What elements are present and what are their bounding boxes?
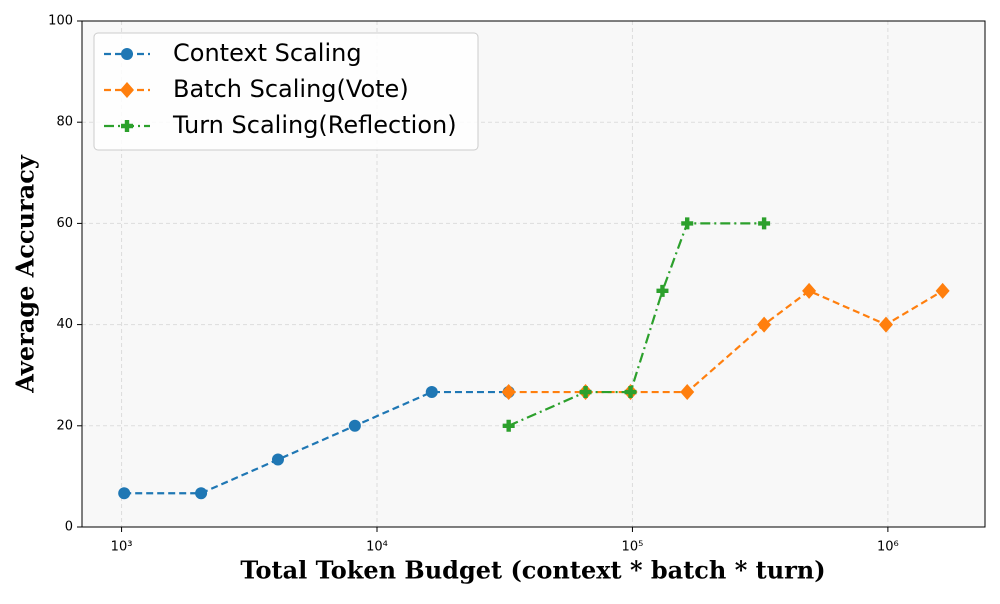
- marker: [348, 419, 361, 432]
- legend-marker: [121, 120, 133, 132]
- marker: [758, 217, 771, 230]
- marker: [118, 487, 131, 500]
- y-tick-label: 20: [56, 418, 73, 433]
- legend-label: Turn Scaling(Reflection): [172, 111, 457, 139]
- legend-marker: [121, 48, 133, 60]
- series-line: [124, 390, 509, 495]
- marker: [579, 386, 592, 399]
- marker: [878, 316, 893, 333]
- marker: [757, 316, 772, 333]
- x-tick-label: 10³: [111, 540, 133, 555]
- marker: [501, 384, 516, 401]
- marker: [935, 282, 950, 299]
- x-tick-label: 10⁵: [622, 540, 644, 555]
- y-tick-label: 0: [65, 520, 73, 535]
- legend-label: Batch Scaling(Vote): [173, 75, 409, 103]
- marker: [271, 453, 284, 466]
- x-tick-label: 10⁶: [877, 540, 899, 555]
- legend-marker: [120, 82, 134, 98]
- marker: [502, 419, 515, 432]
- series-line: [508, 289, 944, 394]
- x-axis-label: Total Token Budget (context * batch * tu…: [240, 556, 825, 585]
- y-tick-label: 40: [56, 317, 73, 332]
- legend-label: Context Scaling: [173, 39, 362, 67]
- marker: [425, 386, 438, 399]
- marker: [681, 217, 694, 230]
- y-axis-label: Average Accuracy: [11, 154, 40, 394]
- y-tick-label: 60: [56, 216, 73, 231]
- marker: [656, 284, 669, 297]
- y-tick-label: 80: [56, 115, 73, 130]
- x-tick-label: 10⁴: [366, 540, 388, 555]
- plot-frame: [81, 20, 986, 528]
- marker: [680, 384, 695, 401]
- marker: [195, 487, 208, 500]
- marker: [802, 282, 817, 299]
- legend-box: [93, 32, 479, 151]
- series-line: [508, 222, 765, 427]
- y-tick-label: 100: [48, 14, 73, 29]
- marker: [624, 386, 637, 399]
